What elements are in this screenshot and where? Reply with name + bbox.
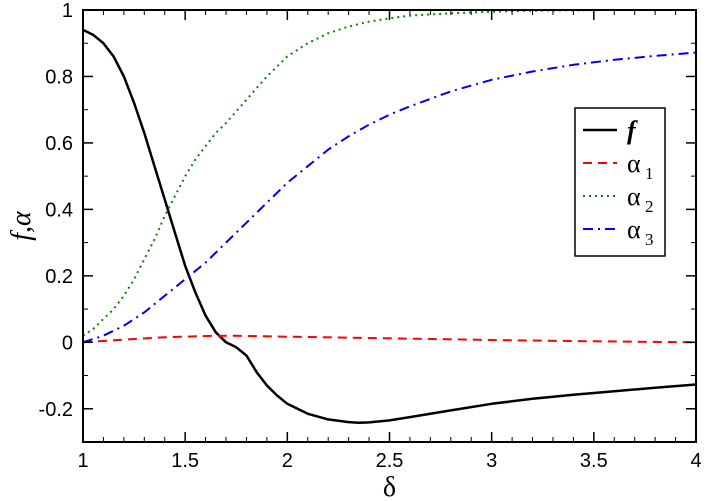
series-line-f <box>82 28 697 424</box>
y-tick-label: 1 <box>62 0 73 22</box>
y-tick-label: 0.2 <box>45 266 73 288</box>
tick-labels-layer: 1 1.5 2 2.5 3 3.5 4 -0.2 0 0.2 0.4 0.6 0.8 1 <box>39 0 702 472</box>
y-tick-label: 0.6 <box>45 133 73 155</box>
x-tick-label: 2.5 <box>376 450 404 472</box>
series-layer <box>82 9 697 424</box>
x-tick-label: 4 <box>690 450 701 472</box>
x-tick-label: 3 <box>486 450 497 472</box>
x-tick-label: 1 <box>77 450 88 472</box>
legend-label: α <box>627 182 641 211</box>
legend-label: α <box>627 215 641 244</box>
y-tick-label: 0.4 <box>45 199 73 221</box>
x-axis-label: δ <box>383 472 396 501</box>
legend-subscript: 2 <box>645 197 654 216</box>
legend-label: α <box>627 149 641 178</box>
ticks-layer <box>82 9 697 443</box>
legend: fα 1α 2α 3 <box>574 107 666 257</box>
x-tick-label: 2 <box>282 450 293 472</box>
x-tick-label: 1.5 <box>171 450 199 472</box>
y-tick-label: 0.8 <box>45 66 73 88</box>
legend-subscript: 1 <box>645 164 654 183</box>
series-line-α3 <box>82 51 697 344</box>
legend-subscript: 3 <box>645 230 654 249</box>
y-tick-label: 0 <box>62 332 73 354</box>
y-axis-label: f,α <box>6 210 37 241</box>
y-tick-label: -0.2 <box>39 399 73 421</box>
legend-box <box>574 107 666 257</box>
legend-label: f <box>627 116 638 145</box>
series-line-α1 <box>82 334 697 344</box>
x-tick-label: 3.5 <box>580 450 608 472</box>
